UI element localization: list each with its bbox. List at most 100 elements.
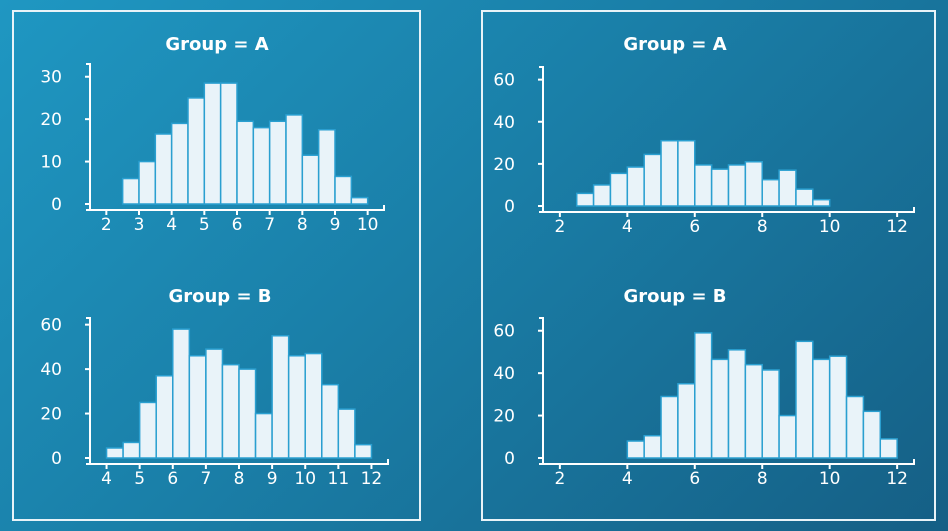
y-tick-label: 10 xyxy=(40,153,62,173)
histogram-bar xyxy=(170,122,189,205)
chart-title: Group = A xyxy=(623,34,726,55)
y-tick-label: 40 xyxy=(40,360,62,380)
x-tick-label: 12 xyxy=(886,469,908,489)
histogram-bar xyxy=(238,368,257,459)
x-tick-label: 6 xyxy=(232,215,243,235)
x-tick-label: 4 xyxy=(101,469,112,489)
y-tick-label: 60 xyxy=(40,316,62,336)
histogram-bar xyxy=(105,447,124,459)
x-tick-label: 4 xyxy=(622,217,633,237)
histogram-bar xyxy=(172,328,191,459)
histogram-2: Group = A 0 20 40 60 2 4 6 8 10 12 xyxy=(493,34,915,237)
histogram-bar xyxy=(187,97,206,205)
histogram-bar xyxy=(121,177,140,205)
x-tick-label: 12 xyxy=(361,469,383,489)
x-tick-label: 2 xyxy=(554,469,565,489)
x-tick-label: 10 xyxy=(357,215,379,235)
histogram-bar xyxy=(677,139,696,207)
x-tick-label: 8 xyxy=(757,217,768,237)
histogram-1: Group = A 0 10 20 30 2 3 4 5 6 7 8 9 10 xyxy=(40,34,385,235)
histogram-bar xyxy=(744,363,763,459)
y-axis xyxy=(539,66,544,212)
x-tick-label: 10 xyxy=(294,469,316,489)
x-tick-label: 5 xyxy=(134,469,145,489)
histogram-bar xyxy=(188,355,207,459)
x-tick-label: 7 xyxy=(264,215,275,235)
histogram-bar xyxy=(694,332,713,459)
x-tick-label: 4 xyxy=(166,215,177,235)
x-tick-label: 2 xyxy=(101,215,112,235)
y-tick-label: 20 xyxy=(493,407,515,427)
histogram-bar xyxy=(845,395,865,459)
x-tick-label: 7 xyxy=(200,469,211,489)
y-axis xyxy=(539,317,544,464)
histogram-bar xyxy=(575,192,595,207)
histogram-bar xyxy=(203,82,222,205)
x-tick-label: 8 xyxy=(297,215,308,235)
x-tick-label: 10 xyxy=(819,217,841,237)
y-tick-label: 20 xyxy=(493,155,515,175)
x-tick-label: 6 xyxy=(689,217,700,237)
y-tick-label: 60 xyxy=(493,71,515,91)
histogram-bar xyxy=(154,133,173,205)
histogram-bar xyxy=(252,126,271,205)
y-tick-label: 0 xyxy=(504,449,515,469)
x-tick-label: 6 xyxy=(689,469,700,489)
histogram-bar xyxy=(677,383,696,459)
chart-title: Group = A xyxy=(165,34,268,55)
histogram-bar xyxy=(592,184,612,207)
histogram-bar xyxy=(643,434,662,459)
histogram-bar xyxy=(710,358,730,459)
x-tick-label: 8 xyxy=(234,469,245,489)
histogram-bar xyxy=(268,120,287,205)
histogram-bar xyxy=(285,114,304,205)
y-tick-label: 0 xyxy=(504,197,515,217)
x-axis xyxy=(86,205,385,211)
histogram-bar xyxy=(236,120,255,205)
histogram-bar xyxy=(727,164,747,207)
chart-title: Group = B xyxy=(168,286,271,307)
histogram-bar xyxy=(744,161,763,207)
histogram-bar xyxy=(317,129,336,205)
x-tick-label: 9 xyxy=(267,469,278,489)
histogram-bar xyxy=(122,441,141,459)
histogram-bar xyxy=(710,168,730,207)
histogram-bar xyxy=(812,198,831,207)
histogram-bar xyxy=(219,82,238,205)
x-tick-label: 2 xyxy=(554,217,565,237)
x-tick-label: 10 xyxy=(819,469,841,489)
y-tick-label: 30 xyxy=(40,68,62,88)
y-tick-label: 40 xyxy=(493,113,515,133)
histogram-bar xyxy=(778,414,797,459)
y-tick-label: 20 xyxy=(40,405,62,425)
histogram-bar xyxy=(660,139,679,207)
histogram-bar xyxy=(334,175,353,205)
x-tick-label: 3 xyxy=(134,215,145,235)
histogram-bar xyxy=(795,340,814,459)
x-axis xyxy=(86,459,389,465)
histogram-bar xyxy=(643,153,662,207)
x-tick-label: 12 xyxy=(886,217,908,237)
x-tick-label: 8 xyxy=(757,469,768,489)
x-tick-label: 4 xyxy=(622,469,633,489)
histogram-bar xyxy=(828,355,848,459)
left-panel xyxy=(12,10,421,521)
histogram-bar xyxy=(254,412,273,459)
x-tick-label: 9 xyxy=(330,215,341,235)
histogram-bar xyxy=(304,352,323,459)
y-axis xyxy=(86,63,91,210)
histogram-bar xyxy=(301,154,320,205)
histogram-bar xyxy=(321,383,340,459)
x-tick-label: 5 xyxy=(199,215,210,235)
y-tick-label: 20 xyxy=(40,110,62,130)
histogram-bar xyxy=(271,335,290,459)
histogram-bar xyxy=(761,178,780,207)
histogram-bar xyxy=(350,196,369,205)
histogram-bar xyxy=(778,169,797,207)
histogram-bar xyxy=(862,410,882,459)
histogram-bar xyxy=(727,349,747,459)
histogram-bar xyxy=(626,166,645,207)
histogram-bar xyxy=(609,172,629,207)
y-axis xyxy=(86,317,91,464)
